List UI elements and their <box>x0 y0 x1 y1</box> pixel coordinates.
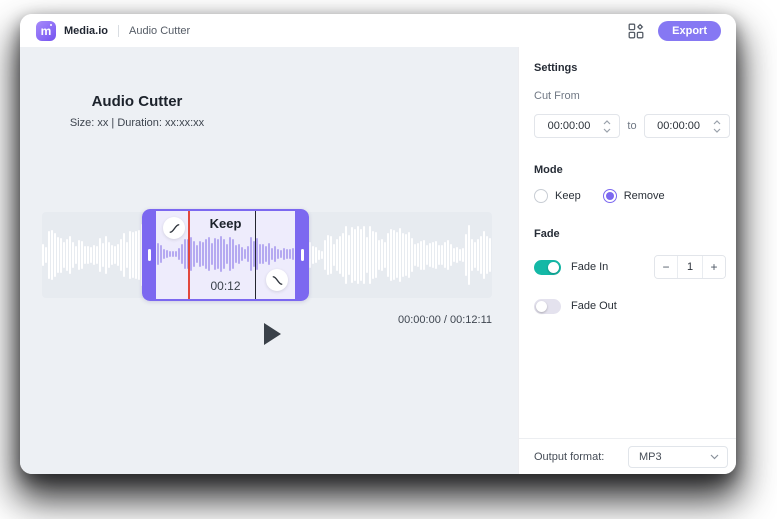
radio-circle-icon <box>602 189 617 203</box>
settings-panel: Settings Cut From to <box>518 47 736 474</box>
left-grip-icon <box>147 249 151 261</box>
app-window: m Media.io Audio Cutter Export Audio Cut… <box>20 14 736 474</box>
cut-from-label: Cut From <box>534 90 580 102</box>
fade-out-curve-icon[interactable] <box>266 269 288 291</box>
fade-out-label: Fade Out <box>571 300 617 312</box>
selection-mode-label: Keep <box>209 216 242 231</box>
radio-circle-icon <box>534 189 548 203</box>
app-name: Audio Cutter <box>129 24 191 37</box>
mode-radio-remove[interactable]: Remove <box>602 189 665 203</box>
fade-out-toggle[interactable] <box>534 298 561 314</box>
page-title: Audio Cutter <box>91 93 183 110</box>
stepper-value: 1 <box>677 256 703 278</box>
brand-name: Media.io <box>64 24 109 37</box>
cut-marker-line[interactable] <box>254 211 257 299</box>
mode-remove-label: Remove <box>623 190 665 202</box>
mediaio-logo: m <box>36 20 56 41</box>
fade-in-stepper: − 1 + <box>654 255 726 279</box>
stepper-plus-button[interactable]: + <box>703 256 725 278</box>
settings-heading: Settings <box>534 62 578 74</box>
play-icon[interactable] <box>264 323 281 345</box>
to-separator: to <box>627 120 637 132</box>
mode-keep-label: Keep <box>555 190 581 202</box>
fade-in-label: Fade In <box>571 261 609 273</box>
apps-grid-icon[interactable] <box>627 22 645 40</box>
chevron-down-icon <box>710 454 719 459</box>
top-bar: m Media.io Audio Cutter Export <box>20 14 736 47</box>
fade-in-toggle[interactable] <box>534 259 561 275</box>
output-format-bar: Output format: MP3 <box>519 438 736 474</box>
playback-time: 00:00:00 / 00:12:11 <box>398 314 492 326</box>
editor-panel: Audio Cutter Size: xx | Duration: xx:xx:… <box>20 47 518 474</box>
selection-duration: 00:12 <box>210 279 241 293</box>
cut-to-value[interactable] <box>644 120 713 132</box>
chevron-up-down-icon[interactable] <box>713 115 725 137</box>
output-format-label: Output format: <box>534 450 605 463</box>
logo-letter: m <box>40 23 52 38</box>
selection-left-handle[interactable] <box>142 209 156 301</box>
selection-body[interactable]: Keep <box>156 209 295 301</box>
cut-from-input[interactable] <box>534 114 621 138</box>
stepper-minus-button[interactable]: − <box>655 256 677 278</box>
playhead-line[interactable] <box>187 211 190 299</box>
selection-right-handle[interactable] <box>295 209 309 301</box>
waveform-strip[interactable]: Keep <box>42 209 492 301</box>
chevron-up-down-icon[interactable] <box>603 115 615 137</box>
mode-heading: Mode <box>534 164 563 176</box>
format-value: MP3 <box>639 450 662 463</box>
mode-radio-keep[interactable]: Keep <box>534 189 581 203</box>
selection-region[interactable]: Keep <box>142 209 309 301</box>
format-select[interactable]: MP3 <box>628 445 728 468</box>
export-button[interactable]: Export <box>658 20 721 41</box>
cut-to-input[interactable] <box>643 114 730 138</box>
fade-in-curve-icon[interactable] <box>163 217 185 239</box>
cut-from-value[interactable] <box>535 120 603 132</box>
fade-heading: Fade <box>534 228 560 240</box>
file-meta: Size: xx | Duration: xx:xx:xx <box>69 117 205 129</box>
right-grip-icon <box>300 249 304 261</box>
header-divider <box>118 24 120 37</box>
